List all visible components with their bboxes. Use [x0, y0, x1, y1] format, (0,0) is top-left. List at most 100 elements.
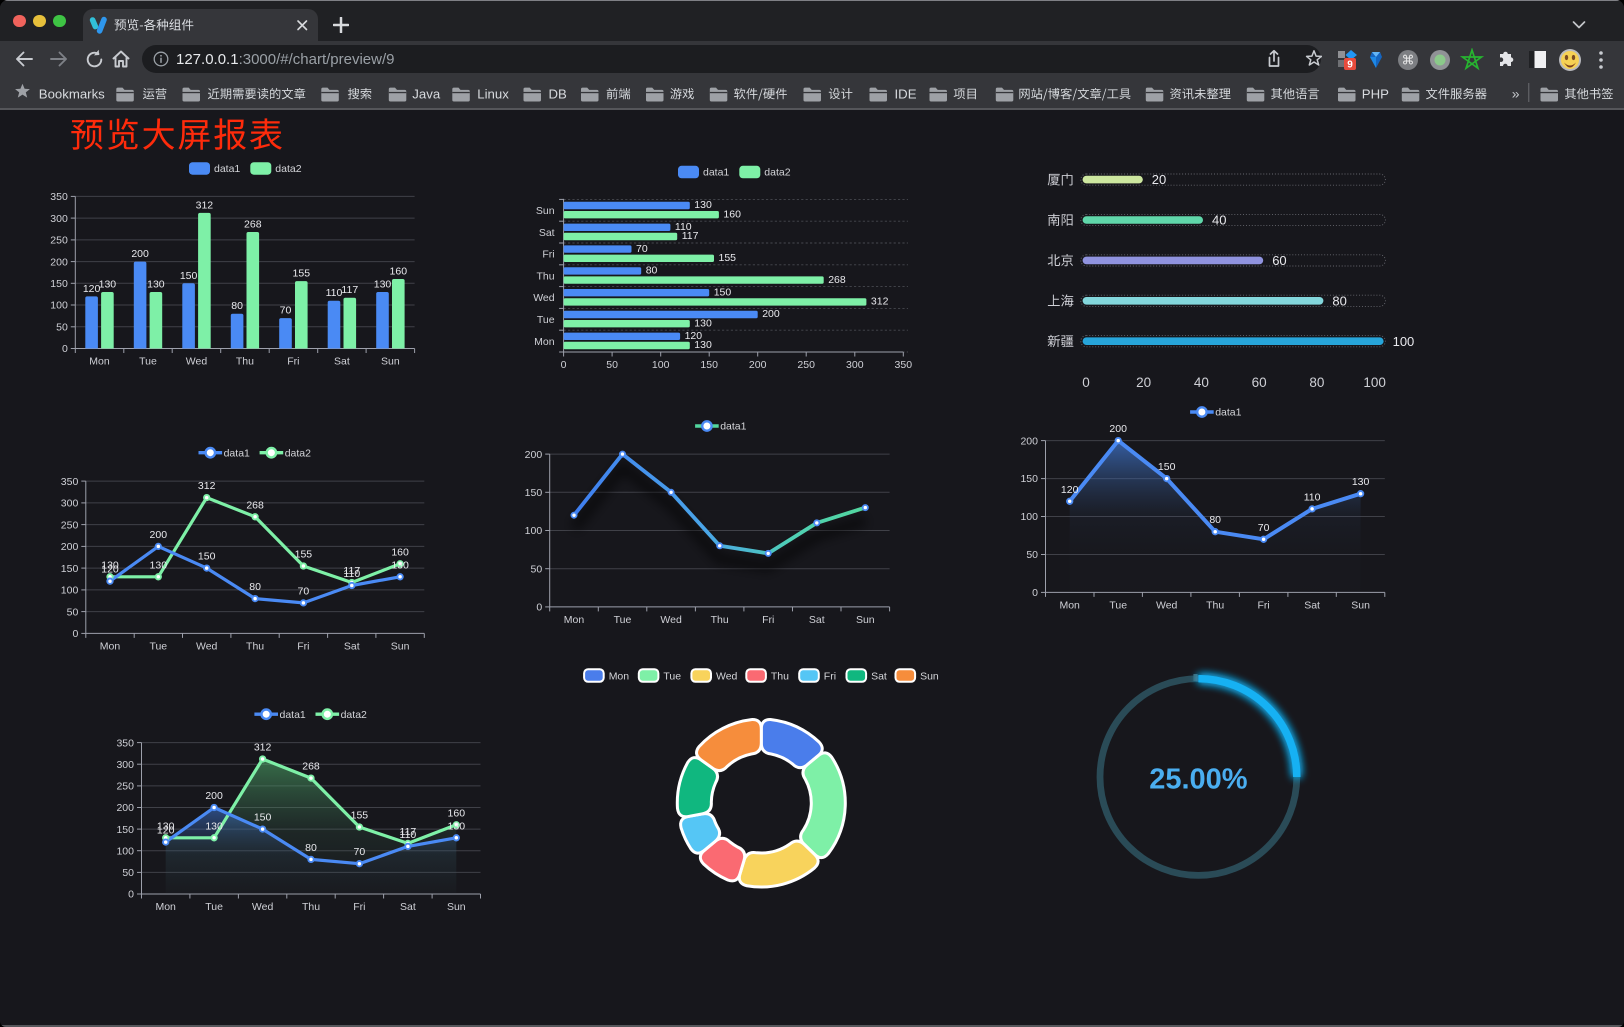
- svg-text:100: 100: [61, 585, 79, 597]
- svg-text:155: 155: [295, 549, 313, 561]
- svg-text:Thu: Thu: [236, 356, 254, 368]
- svg-text:117: 117: [341, 284, 358, 296]
- svg-text:20: 20: [1136, 375, 1151, 390]
- svg-text:Sun: Sun: [536, 205, 555, 217]
- svg-text:data2: data2: [341, 709, 367, 721]
- svg-text:130: 130: [694, 317, 712, 329]
- svg-text:80: 80: [1309, 375, 1324, 390]
- svg-text:130: 130: [157, 820, 175, 832]
- svg-text:⌘: ⌘: [1402, 53, 1415, 68]
- svg-text:50: 50: [56, 322, 68, 334]
- svg-text:Wed: Wed: [196, 640, 218, 652]
- svg-text:200: 200: [1109, 423, 1127, 435]
- svg-text:80: 80: [1209, 514, 1221, 526]
- svg-text:Sun: Sun: [856, 614, 875, 626]
- svg-text:Sun: Sun: [920, 670, 939, 682]
- svg-text:150: 150: [1020, 473, 1038, 485]
- svg-text:data1: data1: [280, 709, 306, 721]
- svg-text:60: 60: [1272, 253, 1286, 268]
- svg-text:IDE: IDE: [895, 86, 917, 101]
- svg-text:0: 0: [536, 602, 542, 614]
- svg-text:130: 130: [101, 559, 119, 571]
- svg-text:Sun: Sun: [447, 901, 466, 913]
- svg-text:Fri: Fri: [353, 901, 365, 913]
- svg-text:350: 350: [116, 737, 134, 749]
- svg-text:350: 350: [61, 476, 79, 488]
- svg-text:80: 80: [249, 581, 261, 593]
- svg-text:Fri: Fri: [297, 640, 309, 652]
- svg-text:Sat: Sat: [871, 670, 887, 682]
- svg-text:data1: data1: [224, 447, 250, 459]
- svg-text:268: 268: [828, 274, 846, 286]
- svg-text:data1: data1: [1215, 407, 1241, 419]
- svg-text:Tue: Tue: [537, 314, 555, 326]
- svg-text:70: 70: [280, 305, 292, 317]
- svg-text:110: 110: [326, 287, 343, 299]
- svg-text:Tue: Tue: [149, 640, 167, 652]
- svg-text:200: 200: [131, 248, 149, 260]
- svg-text:70: 70: [636, 243, 648, 255]
- svg-text:120: 120: [157, 825, 175, 837]
- svg-text:Thu: Thu: [711, 614, 729, 626]
- svg-text:312: 312: [871, 296, 889, 308]
- svg-text:150: 150: [61, 563, 79, 575]
- svg-text:data2: data2: [764, 167, 790, 179]
- svg-text:data2: data2: [285, 447, 311, 459]
- svg-text:Mon: Mon: [100, 640, 121, 652]
- svg-text:268: 268: [244, 219, 262, 231]
- svg-text:Mon: Mon: [564, 614, 585, 626]
- svg-text:70: 70: [1258, 522, 1270, 534]
- svg-text:300: 300: [116, 759, 134, 771]
- svg-text:Thu: Thu: [302, 901, 320, 913]
- svg-text:110: 110: [343, 568, 360, 580]
- svg-text:25.00%: 25.00%: [1149, 764, 1248, 796]
- svg-text:120: 120: [83, 283, 101, 295]
- svg-text:20: 20: [1152, 172, 1166, 187]
- svg-text:150: 150: [714, 286, 732, 298]
- svg-text:100: 100: [652, 359, 670, 371]
- svg-text:Sun: Sun: [1351, 599, 1370, 611]
- svg-text:110: 110: [1304, 491, 1321, 503]
- svg-text:0: 0: [128, 889, 134, 901]
- svg-text:110: 110: [400, 829, 417, 841]
- svg-text:150: 150: [700, 359, 718, 371]
- svg-text:50: 50: [122, 867, 134, 879]
- svg-text:130: 130: [448, 820, 466, 832]
- svg-text:120: 120: [101, 564, 119, 576]
- svg-text:Tue: Tue: [1109, 599, 1127, 611]
- svg-text:40: 40: [1194, 375, 1209, 390]
- svg-text:Tue: Tue: [205, 901, 223, 913]
- svg-text:60: 60: [1252, 375, 1267, 390]
- svg-text:120: 120: [1061, 484, 1079, 496]
- svg-text:117: 117: [343, 565, 360, 577]
- svg-text:Mon: Mon: [89, 356, 110, 368]
- svg-text:130: 130: [150, 559, 168, 571]
- svg-text:Thu: Thu: [537, 270, 555, 282]
- svg-text:130: 130: [391, 559, 409, 571]
- svg-text:100: 100: [116, 845, 134, 857]
- svg-text:DB: DB: [549, 86, 568, 101]
- svg-text:50: 50: [67, 606, 79, 618]
- svg-text:80: 80: [305, 842, 317, 854]
- svg-text:0: 0: [1032, 587, 1038, 599]
- svg-text:200: 200: [61, 541, 79, 553]
- svg-text:Mon: Mon: [609, 670, 630, 682]
- svg-text:Wed: Wed: [1156, 599, 1178, 611]
- svg-text:Sun: Sun: [391, 640, 410, 652]
- svg-text:200: 200: [762, 308, 780, 320]
- svg-text:Mon: Mon: [1059, 599, 1080, 611]
- svg-text:0: 0: [62, 343, 68, 355]
- svg-text:0: 0: [561, 359, 567, 371]
- svg-text:»: »: [1512, 85, 1520, 101]
- svg-text:150: 150: [116, 824, 134, 836]
- svg-text:Tue: Tue: [614, 614, 632, 626]
- svg-text:Wed: Wed: [716, 670, 738, 682]
- svg-text:117: 117: [400, 826, 417, 838]
- svg-text:160: 160: [391, 546, 409, 558]
- svg-text:data1: data1: [214, 163, 240, 175]
- svg-text:50: 50: [531, 563, 543, 575]
- svg-text:250: 250: [61, 519, 79, 531]
- svg-text:300: 300: [61, 498, 79, 510]
- svg-text:Sat: Sat: [334, 356, 350, 368]
- svg-text:Sun: Sun: [381, 356, 400, 368]
